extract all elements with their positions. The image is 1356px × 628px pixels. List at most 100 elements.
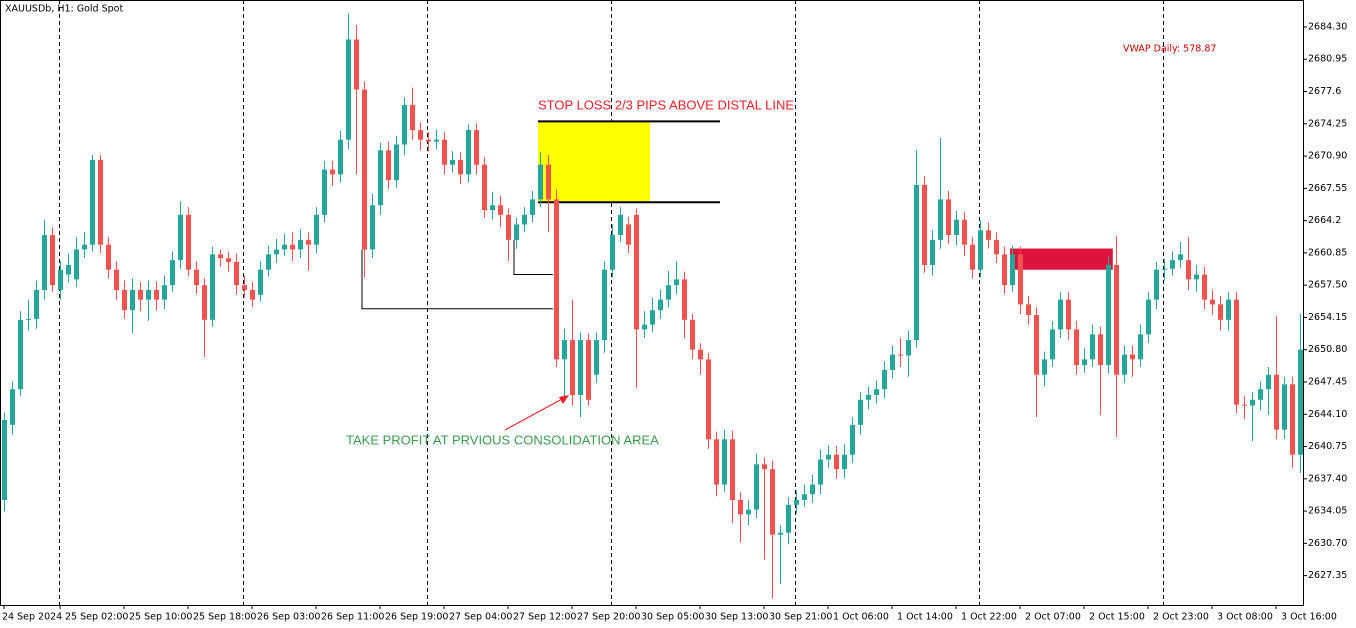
- candle-body: [1090, 334, 1095, 360]
- candle-body: [762, 464, 767, 470]
- plot-frame: [0, 0, 1304, 606]
- candle-body: [1098, 334, 1103, 366]
- candle-body: [58, 269, 63, 290]
- candle-body: [26, 318, 31, 320]
- candle-body: [106, 244, 111, 270]
- candle-body: [2, 420, 7, 500]
- candle-body: [402, 105, 407, 145]
- candle-body: [938, 199, 943, 240]
- candle-body: [298, 239, 303, 250]
- candle-body: [866, 394, 871, 400]
- y-tick-label: 2674.25: [1308, 118, 1347, 129]
- candle-body: [1042, 359, 1047, 375]
- candle-body: [1162, 268, 1167, 270]
- chart-title: XAUUSDb, H1: Gold Spot: [5, 4, 123, 15]
- candle-body: [594, 340, 599, 375]
- y-tick-label: 2657.50: [1308, 280, 1347, 291]
- candle-body: [74, 249, 79, 280]
- candle-body: [1034, 315, 1039, 375]
- candle-body: [1250, 399, 1255, 406]
- candle-body: [82, 244, 87, 250]
- candle-body: [770, 469, 775, 535]
- candle-body: [874, 389, 879, 395]
- candle-body: [786, 504, 791, 533]
- candle-body: [282, 244, 287, 250]
- candle-body: [290, 244, 295, 250]
- candle-body: [650, 310, 655, 325]
- candle-body: [1298, 349, 1303, 455]
- candle-body: [442, 139, 447, 165]
- candle-body: [258, 269, 263, 295]
- candle-body: [194, 269, 199, 286]
- x-tick-label: 26 Sep 03:00: [257, 612, 320, 623]
- x-tick-label: 27 Sep 20:00: [577, 612, 640, 623]
- plot-layer: 2684.30 2680.95 2677.6 2674.25 2670.90 2667.5…: [2, 13, 1347, 623]
- candle-body: [34, 289, 39, 319]
- candle-body: [1274, 374, 1279, 430]
- consolidation-line: [361, 249, 553, 310]
- candle-body: [738, 499, 743, 515]
- candle-body: [186, 214, 191, 270]
- candle-body: [658, 299, 663, 311]
- candle-body: [1010, 254, 1015, 286]
- candle-body: [850, 424, 855, 455]
- candle-body: [1066, 299, 1071, 330]
- candle-body: [306, 239, 311, 245]
- candle-body: [426, 139, 431, 142]
- candle-body: [10, 389, 15, 425]
- consolidation-line: [513, 239, 553, 276]
- candle-body: [994, 239, 999, 255]
- annotation: TAKE PROFIT AT PRVIOUS CONSOLIDATION ARE…: [346, 432, 659, 447]
- zone: [538, 121, 650, 202]
- y-tick-label: 2647.45: [1308, 376, 1347, 387]
- candle-body: [154, 289, 159, 300]
- candle-body: [946, 199, 951, 236]
- candle-body: [1050, 329, 1055, 360]
- candle-body: [906, 340, 911, 356]
- candle-body: [666, 285, 671, 300]
- candle-body: [922, 184, 927, 265]
- background-layer: [59, 0, 1164, 605]
- candle-body: [226, 258, 231, 263]
- candle-body: [474, 130, 479, 165]
- candle-body: [202, 285, 207, 320]
- candle-body: [522, 214, 527, 225]
- candle-body: [1082, 359, 1087, 366]
- candle-body: [498, 205, 503, 215]
- candle-body: [826, 454, 831, 460]
- candle-body: [162, 285, 167, 300]
- x-tick-label: 30 Sep 05:00: [641, 612, 704, 623]
- candle-body: [490, 205, 495, 211]
- candle-body: [42, 235, 47, 290]
- candle-body: [570, 340, 575, 395]
- candle-body: [1002, 254, 1007, 286]
- candle-body: [698, 349, 703, 360]
- candle-body: [802, 494, 807, 500]
- x-tick-label: 2 Oct 15:00: [1089, 612, 1145, 623]
- candle-body: [930, 239, 935, 265]
- candle-body: [122, 289, 127, 311]
- candle-body: [794, 499, 799, 505]
- candle-body: [114, 269, 119, 290]
- candle-body: [1074, 329, 1079, 366]
- candle-body: [1138, 334, 1143, 360]
- candle-body: [970, 244, 975, 270]
- candle-body: [170, 260, 175, 286]
- candle-body: [218, 254, 223, 259]
- candle-body: [418, 130, 423, 140]
- candle-body: [242, 285, 247, 290]
- candle-body: [250, 289, 255, 300]
- candle-body: [530, 199, 535, 215]
- candle-body: [514, 224, 519, 240]
- candle-body: [602, 269, 607, 341]
- candle-body: [1226, 299, 1231, 320]
- candle-body: [210, 254, 215, 320]
- x-tick-label: 27 Sep 04:00: [449, 612, 512, 623]
- candle-body: [130, 289, 135, 311]
- x-tick-label: 3 Oct 08:00: [1217, 612, 1273, 623]
- y-tick-label: 2650.80: [1308, 344, 1347, 355]
- x-tick-label: 25 Sep 02:00: [65, 612, 128, 623]
- candle-body: [690, 319, 695, 350]
